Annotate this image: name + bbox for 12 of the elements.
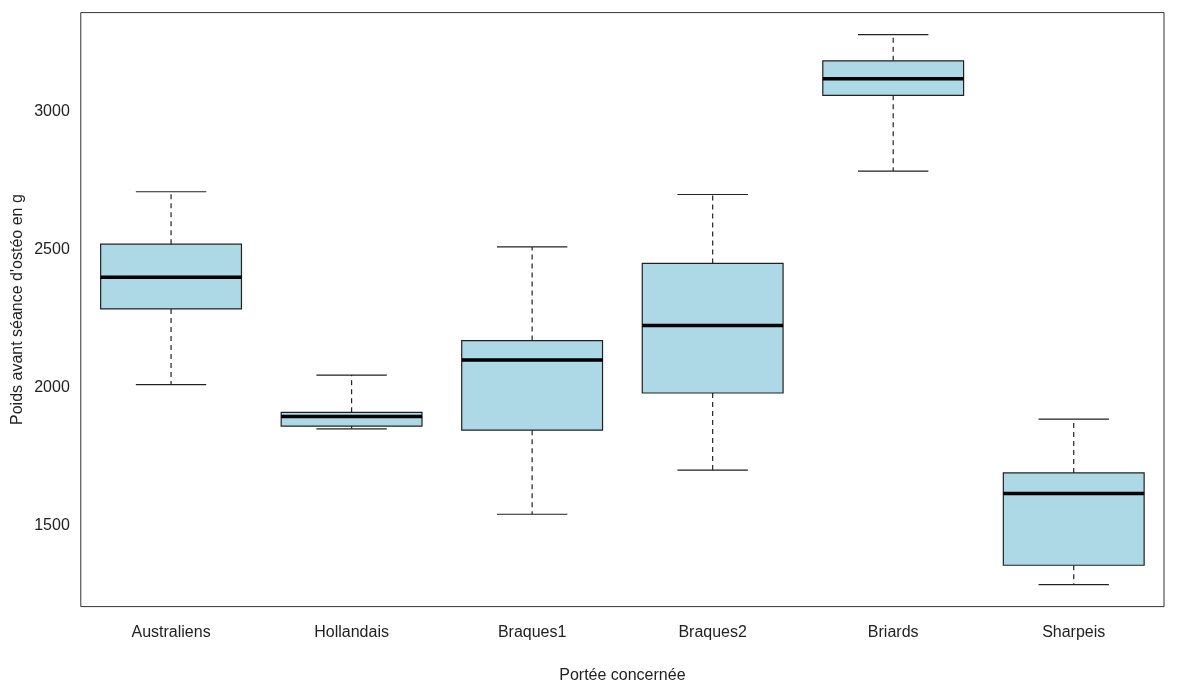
y-axis-title: Poids avant séance d'ostéo en g [8,194,26,425]
y-tick-label: 1500 [34,515,70,533]
y-tick-label: 2500 [34,240,70,258]
x-tick-label: Braques1 [497,622,567,640]
x-axis-title: Portée concernée [559,665,686,683]
y-tick-label: 3000 [34,102,70,120]
x-tick-label: Hollandais [314,622,389,640]
x-tick-label: Sharpeis [1042,622,1106,640]
x-tick-label: Briards [867,622,919,640]
x-tick-label: Australiens [131,622,211,640]
y-tick-label: 2000 [34,377,70,395]
x-tick-label: Braques2 [678,622,748,640]
